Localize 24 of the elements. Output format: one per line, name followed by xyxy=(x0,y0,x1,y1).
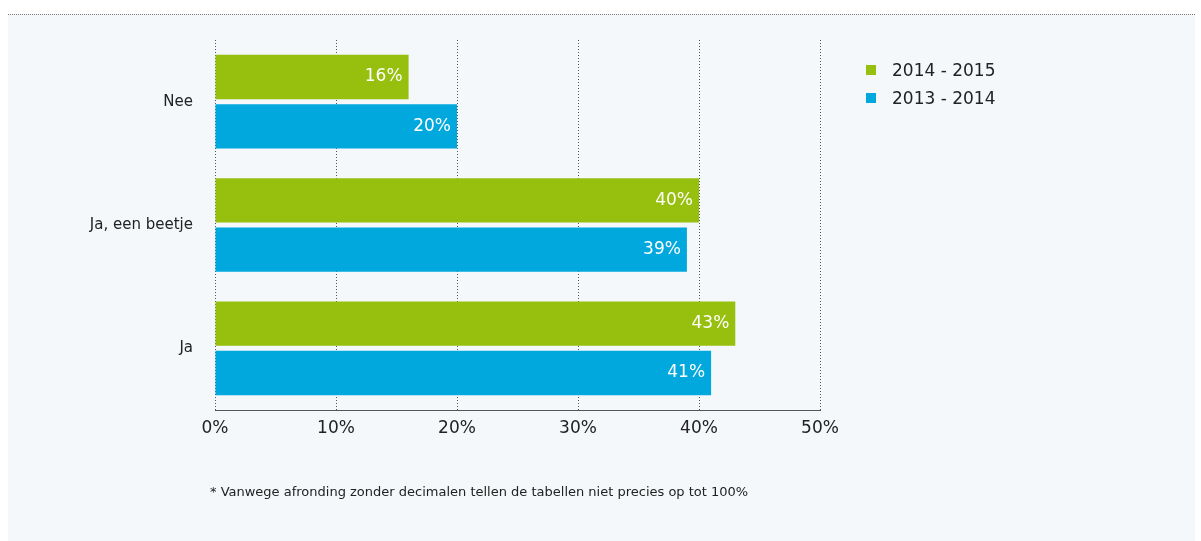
bar xyxy=(215,104,457,149)
y-tick-label: Ja xyxy=(178,338,193,357)
bar xyxy=(215,178,699,223)
data-label: 43% xyxy=(691,312,730,333)
data-label: 40% xyxy=(655,188,693,209)
y-tick-label: Ja, een beetje xyxy=(88,214,193,233)
bar xyxy=(215,301,736,346)
bar xyxy=(215,54,409,100)
x-tick-label: 50% xyxy=(801,416,839,437)
bar xyxy=(215,350,712,396)
text: * Vanwege afronding zonder decimalen tellen de tabellen niet precies op tot 100% xyxy=(210,484,749,499)
x-tick-label: 20% xyxy=(438,416,476,437)
x-tick-label: 40% xyxy=(680,416,718,437)
x-tick-label: 30% xyxy=(559,416,597,437)
x-tick-label: 0% xyxy=(201,416,229,437)
data-label: 39% xyxy=(643,238,681,259)
x-tick-label: 10% xyxy=(317,416,355,437)
data-label: 20% xyxy=(413,114,451,135)
y-tick-label: Nee xyxy=(163,91,193,110)
bar xyxy=(215,227,687,272)
legend-label: 2013 - 2014 xyxy=(892,88,996,108)
legend-label: 2014 - 2015 xyxy=(892,60,996,80)
data-label: 16% xyxy=(364,65,403,86)
data-label: 41% xyxy=(667,361,706,382)
